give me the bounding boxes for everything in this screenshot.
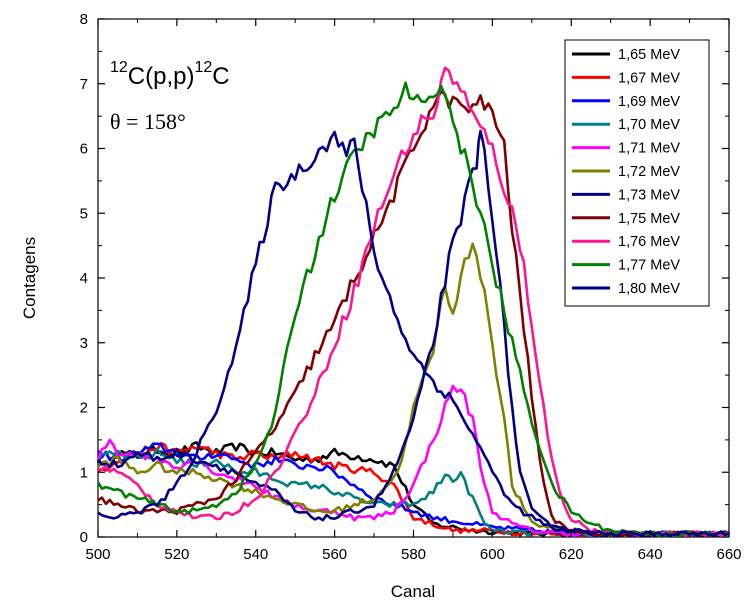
reaction-sup-1: 12 <box>110 59 128 76</box>
reaction-part-2: C <box>212 63 229 90</box>
series-line-8 <box>97 90 730 538</box>
legend-label: 1,77 MeV <box>618 258 680 274</box>
x-tick-label: 660 <box>716 546 741 563</box>
x-tick-label: 560 <box>322 546 347 563</box>
reaction-annotation: 12C(p,p)12C <box>110 59 230 90</box>
legend-label: 1,76 MeV <box>618 234 680 250</box>
x-tick-label: 580 <box>401 546 426 563</box>
series-line-2 <box>97 441 729 538</box>
y-tick-label: 6 <box>80 141 88 158</box>
reaction-sup-2: 12 <box>194 59 212 76</box>
y-tick-label: 5 <box>80 205 88 222</box>
y-tick-label: 0 <box>80 529 88 546</box>
x-tick-label: 520 <box>164 546 189 563</box>
legend-label: 1,70 MeV <box>618 117 680 133</box>
x-tick-label: 540 <box>243 546 268 563</box>
y-tick-label: 8 <box>80 11 88 28</box>
series-line-1 <box>96 441 730 538</box>
reaction-part-1: C(p,p) <box>128 63 195 90</box>
y-axis-title: Contagens <box>20 237 39 319</box>
x-tick-label: 640 <box>638 546 663 563</box>
series-layer <box>96 66 730 538</box>
y-tick-label: 2 <box>80 400 88 417</box>
series-line-11 <box>97 130 730 538</box>
legend-label: 1,75 MeV <box>618 211 680 227</box>
y-tick-label: 1 <box>80 464 88 481</box>
x-tick-label: 600 <box>480 546 505 563</box>
y-tick-label: 7 <box>80 76 88 93</box>
legend-label: 1,80 MeV <box>618 281 680 297</box>
legend-label: 1,65 MeV <box>618 47 680 63</box>
legend-label: 1,67 MeV <box>618 70 680 86</box>
series-line-3 <box>96 442 730 538</box>
legend-label: 1,72 MeV <box>618 164 680 180</box>
x-tick-label: 500 <box>85 546 110 563</box>
x-tick-label: 620 <box>559 546 584 563</box>
legend: 1,65 MeV 1,67 MeV 1,69 MeV 1,70 MeV 1,71 MeV… <box>564 39 710 307</box>
legend-label: 1,71 MeV <box>618 141 680 157</box>
y-tick-label: 4 <box>80 270 88 287</box>
y-tick-label: 3 <box>80 335 88 352</box>
legend-label: 1,73 MeV <box>618 187 680 203</box>
legend-box <box>564 39 710 307</box>
angle-annotation: θ = 158° <box>110 109 186 134</box>
legend-label: 1,69 MeV <box>618 94 680 110</box>
x-axis-title: Canal <box>391 582 435 601</box>
